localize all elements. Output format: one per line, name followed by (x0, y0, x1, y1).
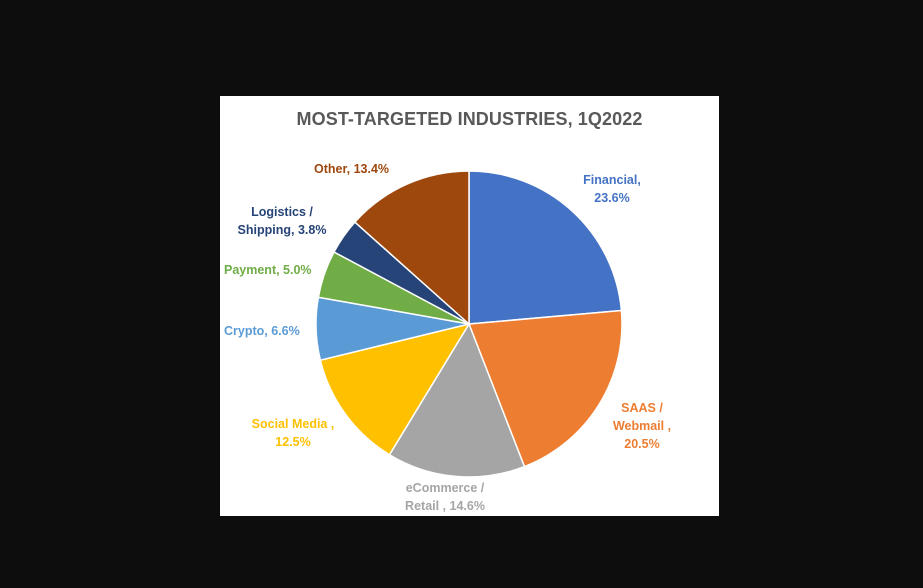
pie-slice-financial (468, 170, 623, 325)
pie-slice-saas-webmail (467, 309, 623, 468)
slice-label-financial: Financial, 23.6% (583, 173, 641, 205)
slice-label-logistics-shipping: Logistics / Shipping, 3.8% (237, 205, 327, 237)
pie-slice-other (353, 170, 470, 326)
slice-label-social-media: Social Media , 12.5% (251, 417, 335, 449)
slice-label-ecommerce-retail: eCommerce / Retail , 14.6% (405, 481, 485, 513)
slice-label-payment: Payment, 5.0% (224, 263, 312, 277)
pie-chart (315, 170, 623, 478)
slice-label-saas-webmail: SAAS / Webmail , 20.5% (612, 401, 672, 451)
chart-title: MOST-TARGETED INDUSTRIES, 1Q2022 (296, 109, 643, 129)
pie-slice-ecommerce-retail (388, 322, 526, 478)
slice-label-other: Other, 13.4% (314, 162, 390, 176)
pie-slice-social-media (319, 322, 471, 456)
slice-label-crypto: Crypto, 6.6% (224, 324, 300, 338)
chart-panel: MOST-TARGETED INDUSTRIES, 1Q2022 Financi… (220, 96, 719, 516)
